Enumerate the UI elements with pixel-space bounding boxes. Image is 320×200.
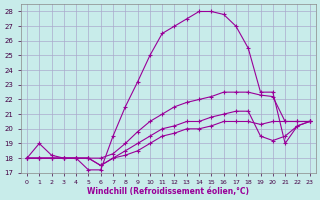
X-axis label: Windchill (Refroidissement éolien,°C): Windchill (Refroidissement éolien,°C) [87, 187, 249, 196]
